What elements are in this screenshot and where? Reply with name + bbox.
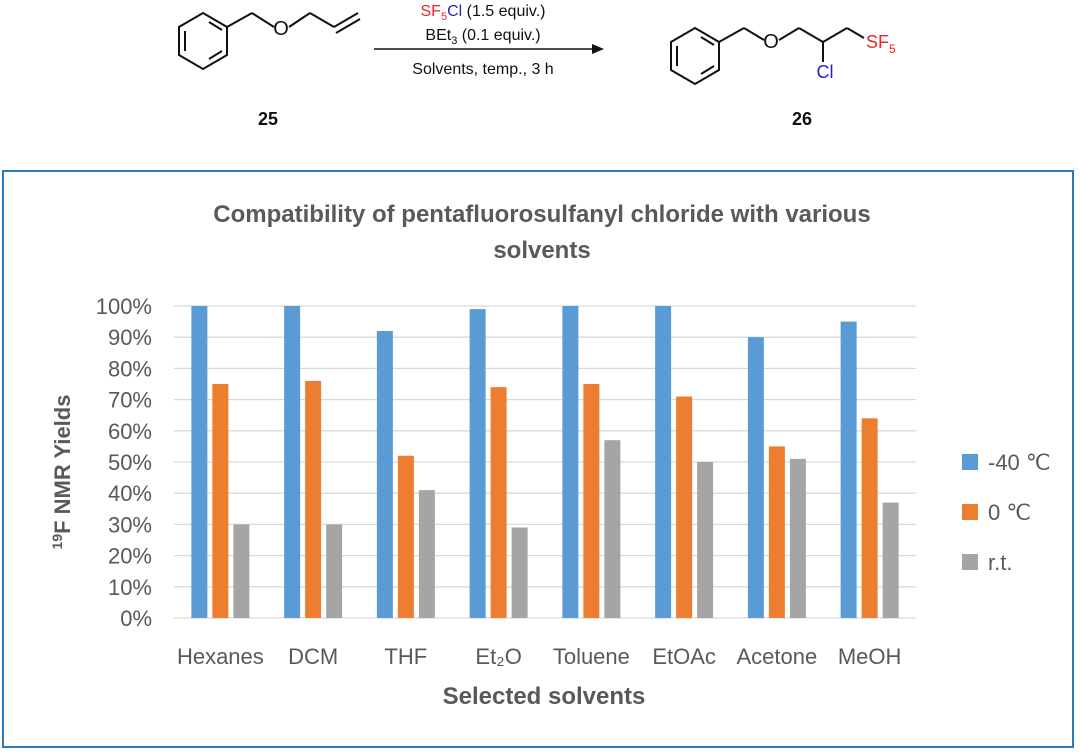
y-tick-label: 10%	[108, 575, 152, 600]
bar	[511, 527, 528, 618]
bar	[191, 306, 208, 618]
reagent-sf5cl: SF5Cl (1.5 equiv.)	[421, 3, 546, 23]
product-bond-ch2sf5	[822, 27, 848, 43]
legend-swatch	[962, 504, 978, 520]
product-label: 26	[792, 109, 812, 129]
reactant-double-bond-b	[335, 18, 361, 34]
reaction-conditions: Solvents, temp., 3 h	[412, 61, 553, 78]
y-tick-label: 0%	[120, 606, 152, 631]
y-tick-label: 30%	[108, 512, 152, 537]
reactant-double-bond-a	[333, 12, 359, 28]
y-tick-label: 20%	[108, 544, 152, 569]
bar	[284, 306, 301, 618]
product-bond-from-o	[778, 27, 800, 41]
bar	[469, 309, 486, 618]
y-tick-label: 60%	[108, 419, 152, 444]
bar	[768, 446, 785, 618]
reactant-oxygen: O	[273, 18, 289, 40]
bar	[397, 455, 414, 618]
bar	[655, 306, 672, 618]
x-axis-label: Selected solvents	[443, 683, 646, 710]
product-aromatic-bond-2	[700, 65, 715, 75]
bar-chart: Compatibility of pentafluorosulfanyl chl…	[49, 201, 1051, 710]
legend-label: 0 ℃	[988, 500, 1031, 525]
bar	[604, 440, 621, 618]
y-tick-label: 100%	[96, 294, 152, 319]
y-tick-label: 70%	[108, 388, 152, 413]
chart-title-line-1: Compatibility of pentafluorosulfanyl chl…	[213, 201, 870, 228]
bar	[583, 384, 600, 618]
y-tick-label: 80%	[108, 356, 152, 381]
y-axis-ticks: 0% 10% 20% 30% 40% 50% 60% 70% 80% 90% 100%	[96, 294, 152, 631]
reactant-aromatic-bond-1	[208, 21, 223, 31]
product-bond-to-o	[743, 27, 765, 41]
bar	[840, 321, 857, 618]
bar	[305, 380, 322, 618]
reactant-label: 25	[258, 109, 278, 129]
x-axis-ticks: Hexanes DCM THF Et₂O Toluene EtOAc Acetone MeOH	[177, 644, 901, 669]
product-chlorine: Cl	[817, 62, 834, 82]
bar-series	[191, 306, 899, 618]
product-bond-chcl	[798, 27, 824, 43]
bar	[233, 524, 250, 618]
x-tick-label: THF	[384, 644, 427, 669]
x-tick-label: Acetone	[737, 644, 818, 669]
product-bond-ch2	[718, 27, 745, 43]
reactant-bond-allyl	[309, 12, 335, 28]
bar	[882, 502, 899, 618]
product-aromatic-bond-1	[700, 36, 715, 46]
x-tick-label: MeOH	[838, 644, 902, 669]
legend: -40 ℃ 0 ℃ r.t.	[962, 450, 1051, 575]
bar	[789, 458, 806, 618]
legend-swatch	[962, 554, 978, 570]
x-tick-label: Et₂O	[475, 644, 521, 669]
bar	[562, 306, 579, 618]
legend-label: -40 ℃	[988, 450, 1051, 475]
x-tick-label: DCM	[288, 644, 338, 669]
bar	[490, 387, 507, 618]
x-tick-label: Hexanes	[177, 644, 264, 669]
y-tick-label: 40%	[108, 481, 152, 506]
bar	[747, 337, 764, 618]
x-tick-label: EtOAc	[652, 644, 716, 669]
y-tick-label: 50%	[108, 450, 152, 475]
bar	[418, 490, 435, 618]
bar	[697, 462, 714, 618]
chart-frame: Compatibility of pentafluorosulfanyl chl…	[2, 170, 1074, 748]
legend-label: r.t.	[988, 550, 1012, 575]
legend-swatch	[962, 454, 978, 470]
reactant-bond-ch2	[226, 12, 253, 28]
product-sf5: SF5	[866, 32, 896, 56]
reactant-structure	[178, 11, 361, 71]
product-benzene-ring	[670, 26, 720, 86]
bar	[326, 524, 343, 618]
reaction-scheme: O 25 SF5Cl (1.5 equiv.) BEt3 (0.1 equiv.…	[178, 3, 896, 129]
x-tick-label: Toluene	[553, 644, 630, 669]
reagent-bet3: BEt3 (0.1 equiv.)	[425, 27, 540, 47]
reaction-arrow	[374, 44, 604, 54]
y-tick-label: 90%	[108, 325, 152, 350]
bar	[376, 330, 393, 618]
y-axis-label: 19F NMR Yields	[49, 395, 75, 550]
reactant-benzene-ring	[178, 11, 228, 71]
bar	[676, 396, 693, 618]
reactant-bond-to-o	[251, 12, 275, 28]
bar	[212, 384, 229, 618]
bar	[861, 418, 878, 618]
reactant-aromatic-bond-2	[208, 50, 223, 60]
product-structure	[670, 26, 865, 86]
product-bond-to-sf5	[846, 27, 865, 39]
chart-title-line-2: solvents	[493, 237, 590, 264]
product-oxygen: O	[763, 31, 779, 53]
reactant-bond-from-o	[288, 12, 311, 28]
